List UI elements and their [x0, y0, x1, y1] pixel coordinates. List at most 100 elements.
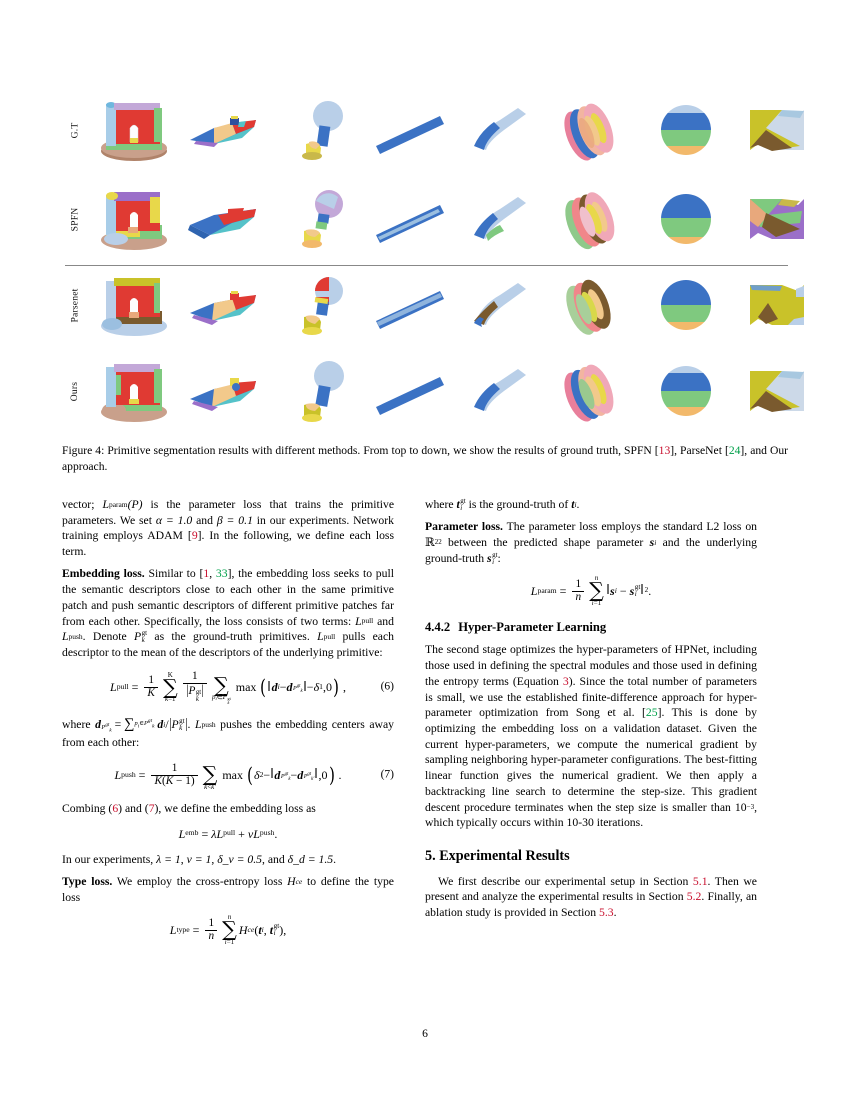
shape-arch-ours [101, 364, 167, 422]
shape-hyperboloid-spfn [750, 199, 804, 239]
figure-cell-shape-1 [88, 348, 180, 434]
parameter-loss-lead: Parameter loss. [425, 520, 503, 534]
figure-cell-shape-5 [456, 348, 548, 434]
figure-cell-shape-6 [548, 262, 640, 348]
text: : [497, 551, 501, 565]
math-10-minus-3: 10 −3 [734, 800, 755, 814]
text: . [613, 906, 617, 920]
figure-cell-shape-4 [364, 262, 456, 348]
caption-label: Figure 4: [62, 444, 105, 457]
equation-ref-6[interactable]: 6 [112, 801, 119, 815]
figure-row: Parsenet [62, 262, 804, 348]
text: as the ground-truth primitives. [147, 630, 318, 644]
figure-cell-shape-2 [180, 176, 272, 262]
section-ref-5-1[interactable]: 5.1 [692, 874, 708, 888]
row-label-parsenet: Parsenet [69, 287, 81, 323]
text: . [576, 498, 580, 511]
figure-cell-shape-7 [640, 348, 732, 434]
text: , [209, 567, 216, 581]
text: where [425, 498, 457, 511]
text: Combing ( [62, 801, 113, 815]
text: . Finally, an ablation study is provided… [425, 890, 758, 920]
text: in our experiments. Network training emp… [62, 513, 395, 543]
row-label-ours: Ours [69, 381, 81, 401]
figure-row-cells [88, 84, 824, 176]
math-t-i-gt: t gt i [456, 496, 466, 512]
equation-ref-7[interactable]: 7 [148, 801, 155, 815]
figure-cell-shape-6 [548, 84, 640, 176]
shape-bar-gt [376, 116, 444, 154]
figure-cell-shape-8 [732, 262, 824, 348]
figure-cell-shape-7 [640, 262, 732, 348]
section-number: 4.4.2 [425, 619, 451, 634]
figure-row-cells [88, 262, 824, 348]
figure-cell-shape-4 [364, 348, 456, 434]
figure-row-cells [88, 348, 824, 434]
text: ) and ( [118, 801, 149, 815]
shape-bar-spfn [376, 205, 444, 243]
shape-bar-parsenet [376, 291, 444, 329]
figure-cell-shape-5 [456, 262, 548, 348]
text: The parameter loss employs the standard … [502, 520, 758, 534]
shape-arch-gt [101, 102, 167, 161]
shape-sphere-parsenet [661, 280, 711, 330]
citation-9[interactable]: 9 [191, 529, 198, 543]
citation-33[interactable]: 33 [215, 567, 228, 581]
caption-text-1: Primitive segmentation results with diff… [104, 444, 659, 457]
shape-torus-ours [564, 364, 614, 422]
text: pushes the embedding centers away from e… [62, 717, 395, 749]
shape-plane-ours [190, 378, 256, 411]
text: We first describe our experimental setup… [438, 874, 693, 888]
figure-cell-shape-7 [640, 176, 732, 262]
shape-plane-parsenet [190, 291, 256, 325]
shape-sphere-gt [661, 105, 711, 155]
shape-torus-gt [564, 103, 614, 161]
figure-4: G.T [62, 84, 804, 434]
text: and [373, 614, 394, 628]
text: Similar to [ [144, 567, 204, 581]
figure-cell-shape-8 [732, 176, 824, 262]
text: and [192, 513, 217, 527]
citation-13[interactable]: 13 [658, 444, 671, 457]
paragraph-type-loss: Type loss. We employ the cross-entropy l… [62, 874, 394, 905]
math-lambda: λ = 1 [156, 852, 181, 866]
citation-25[interactable]: 25 [645, 706, 658, 720]
text: pulls each descriptor to the mean of the… [62, 630, 394, 660]
text: to define the type loss [62, 874, 394, 904]
math-l-param: L [102, 498, 109, 511]
text: , which typically occurs within 10-30 it… [425, 800, 757, 830]
equation-ref-3[interactable]: 3 [562, 674, 569, 688]
row-label-ground-truth: G.T [69, 122, 81, 138]
text: , [180, 852, 187, 866]
text: , and [262, 852, 288, 866]
citation-24[interactable]: 24 [728, 444, 741, 457]
paragraph-parameter-loss: Parameter loss. The parameter loss emplo… [425, 519, 757, 566]
citation-1[interactable]: 1 [203, 567, 210, 581]
row-label-spfn: SPFN [69, 207, 81, 231]
shape-bar-ours [376, 377, 444, 415]
section-ref-5-2[interactable]: 5.2 [686, 890, 702, 904]
shape-sphere-ours [661, 366, 711, 416]
text: and the underlying ground-truth [425, 535, 757, 565]
text: ], the embedding loss seeks to pull the … [62, 567, 394, 628]
section-ref-5-3[interactable]: 5.3 [599, 906, 614, 920]
text: ]. In the following, we define each loss… [62, 529, 395, 559]
figure-cell-shape-4 [364, 176, 456, 262]
shape-hook-gt [474, 108, 526, 150]
shape-plane-gt [190, 116, 256, 147]
math-alpha: α = 1.0 [155, 513, 193, 527]
shape-hook-ours [474, 369, 526, 411]
math-s-i-gt: s gt i [487, 550, 498, 566]
